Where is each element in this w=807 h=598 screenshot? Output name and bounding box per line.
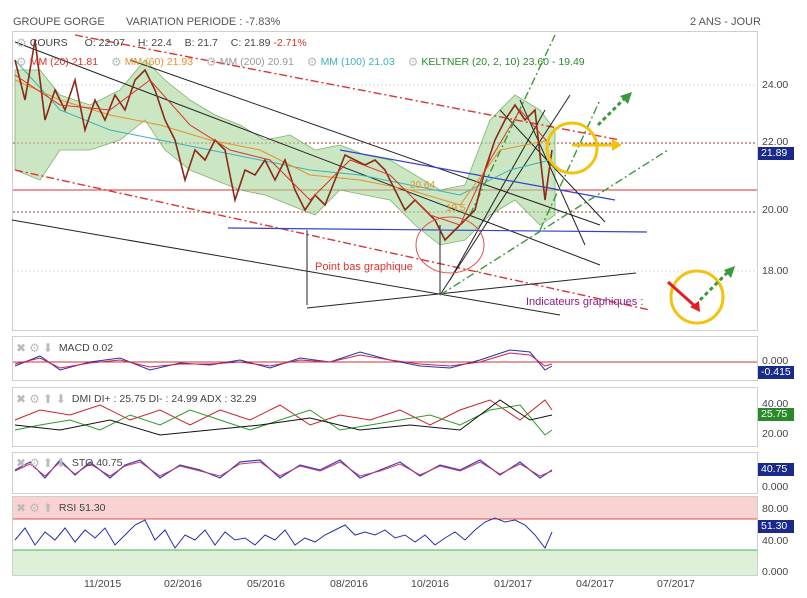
dmi-axis-40: 40.00 xyxy=(762,398,789,410)
gear-icon[interactable]: ⚙ xyxy=(407,55,419,69)
arrow-up-icon[interactable]: ⬆ xyxy=(42,392,53,406)
gear-icon[interactable]: ⚙ xyxy=(16,36,27,50)
x-tick: 04/2017 xyxy=(576,578,614,590)
gear-icon[interactable]: ⚙ xyxy=(16,55,27,69)
channel-upper xyxy=(74,34,621,141)
ma-legend: ⚙ MM (20) 21.81 ⚙ MM (60) 21.93 ⚙ MM (200) … xyxy=(16,55,585,69)
gear-icon[interactable]: ⚙ xyxy=(29,341,40,355)
ohlc-legend: ⚙ COURS O: 22.07 H: 22.4 B: 21.7 C: 21.89… xyxy=(16,36,307,50)
sto-panel[interactable] xyxy=(12,452,758,494)
sto-legend: ✖ ⚙ ⬆ ⬇ STO 40.75 xyxy=(16,456,122,470)
rsi-axis-80: 80.00 xyxy=(762,503,789,515)
dmi-values: DI+ : 25.75 DI- : 24.99 ADX : 32.29 xyxy=(94,392,257,405)
mm200-label[interactable]: MM (200) 20.91 xyxy=(219,55,294,68)
close-icon[interactable]: ✖ xyxy=(16,341,27,355)
gear-icon[interactable]: ⚙ xyxy=(29,501,40,515)
gear-icon[interactable]: ⚙ xyxy=(29,392,40,406)
sto-value: 40.75 xyxy=(96,456,123,469)
rsi-axis-40: 40.00 xyxy=(762,535,789,547)
gear-icon[interactable]: ⚙ xyxy=(306,55,318,69)
dmi-label: DMI xyxy=(71,392,92,405)
yellow-circle-1 xyxy=(545,121,599,175)
change-value: -2.71% xyxy=(273,36,307,49)
arrow-down-icon[interactable]: ⬇ xyxy=(55,456,66,470)
close-icon[interactable]: ✖ xyxy=(16,501,27,515)
macd-axis: 0.000 xyxy=(762,355,789,367)
x-tick: 11/2015 xyxy=(84,578,122,590)
low-point-circle xyxy=(415,216,485,274)
arrow-down-icon[interactable]: ⬇ xyxy=(55,392,66,406)
rsi-value: 51.30 xyxy=(79,501,106,514)
keltner-band xyxy=(14,59,556,246)
indicateurs-label: Indicateurs graphiques : xyxy=(526,296,644,308)
green-trend-lines xyxy=(439,34,669,296)
channel-lower xyxy=(14,169,651,311)
price-tick-20: 20.00 xyxy=(762,204,789,216)
x-tick: 10/2016 xyxy=(411,578,449,590)
close-value: C: 21.89 xyxy=(230,36,271,49)
rsi-overbought-zone xyxy=(13,497,757,519)
close-icon[interactable]: ✖ xyxy=(16,392,27,406)
low-value: B: 21.7 xyxy=(184,36,218,49)
close-icon[interactable]: ✖ xyxy=(16,456,27,470)
macd-label: MACD xyxy=(58,341,90,354)
point-bas-label: Point bas graphique xyxy=(315,261,413,273)
stock-name: GROUPE GORGE xyxy=(13,16,105,28)
keltner-label[interactable]: KELTNER (20, 2, 10) 23.60 - 19.49 xyxy=(421,55,585,68)
sto-axis: 0.000 xyxy=(762,481,789,493)
macd-last-tag: -0.415 xyxy=(758,366,794,379)
rsi-axis-0: 0.000 xyxy=(762,566,789,578)
x-tick: 05/2016 xyxy=(247,578,285,590)
trend-lines xyxy=(11,41,637,316)
rsi-oversold-zone xyxy=(13,550,757,575)
gear-icon[interactable]: ⚙ xyxy=(205,55,217,69)
macd-legend: ✖ ⚙ ⬇ MACD 0.02 xyxy=(16,341,113,355)
price-tick-22: 22.00 xyxy=(762,136,789,148)
mm20-label[interactable]: MM (20) 21.81 xyxy=(29,55,99,68)
last-price-tag: 21.89 xyxy=(758,147,794,160)
mm100-label[interactable]: MM (100) 21.03 xyxy=(320,55,395,68)
price-tick-18: 18.00 xyxy=(762,265,789,277)
mm60-label[interactable]: MM (60) 21.93 xyxy=(124,55,194,68)
x-tick: 01/2017 xyxy=(494,578,532,590)
gear-icon[interactable]: ⚙ xyxy=(110,55,122,69)
level-label-1: 20.64 xyxy=(410,180,436,191)
high-value: H: 22.4 xyxy=(137,36,172,49)
x-tick: 02/2016 xyxy=(164,578,202,590)
open-value: O: 22.07 xyxy=(84,36,125,49)
macd-value: 0.02 xyxy=(92,341,114,354)
mm100-line xyxy=(14,59,551,196)
price-tick-24: 24.00 xyxy=(762,79,789,91)
sto-last-tag: 40.75 xyxy=(758,463,794,476)
blue-trend xyxy=(339,149,616,201)
x-tick: 07/2017 xyxy=(657,578,695,590)
arrow-up-icon[interactable]: ⬆ xyxy=(42,456,53,470)
period-selector[interactable]: 2 ANS - JOUR xyxy=(690,16,761,28)
dmi-legend: ✖ ⚙ ⬆ ⬇ DMI DI+ : 25.75 DI- : 24.99 ADX : 3… xyxy=(16,392,257,406)
rsi-label: RSI xyxy=(58,501,77,514)
rsi-last-tag: 51.30 xyxy=(758,520,794,533)
rsi-legend: ✖ ⚙ ⬆ RSI 51.30 xyxy=(16,501,106,515)
arrow-down-icon[interactable]: ⬇ xyxy=(42,341,53,355)
variation-periode: VARIATION PERIODE : -7.83% xyxy=(126,16,281,28)
mm20-line xyxy=(14,74,551,226)
dmi-last-tag: 25.75 xyxy=(758,408,794,421)
blue-support xyxy=(227,227,648,233)
level-label-2: 19.5 xyxy=(446,203,466,214)
dmi-axis-20: 20.00 xyxy=(762,428,789,440)
cours-label: COURS xyxy=(29,36,68,49)
yellow-circle-2 xyxy=(669,269,725,325)
gear-icon[interactable]: ⚙ xyxy=(29,456,40,470)
sto-label: STO xyxy=(71,456,94,469)
dmi-panel[interactable] xyxy=(12,387,758,447)
x-tick: 08/2016 xyxy=(330,578,368,590)
arrow-up-icon[interactable]: ⬆ xyxy=(42,501,53,515)
